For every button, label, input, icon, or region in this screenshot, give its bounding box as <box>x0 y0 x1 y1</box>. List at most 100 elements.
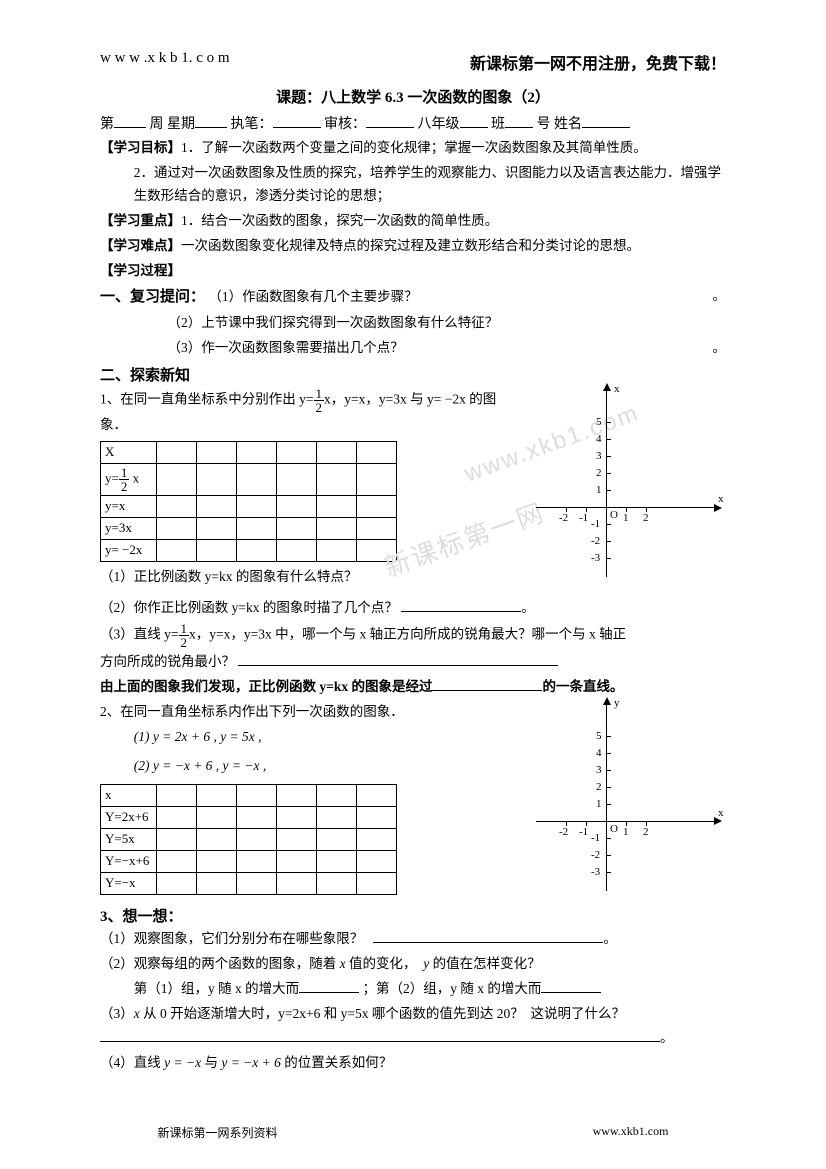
tick-label: -3 <box>591 552 600 564</box>
sec3-q4: （4）直线 y = −x 与 y = −x + 6 的位置关系如何？ <box>100 1052 726 1075</box>
tick-label: 1 <box>623 512 629 524</box>
coord-system-1: x x O 1 2 3 4 5 -1 -2 -3 1 2 -1 -2 <box>526 387 726 587</box>
sec1-q2: （2）上节课中我们探究得到一次函数图象有什么特征？ <box>100 312 726 335</box>
page-header: w w w .x k b 1. c o m 新课标第一网不用注册，免费下载！ <box>100 50 726 74</box>
tick-label: 3 <box>596 450 602 462</box>
tick-label: -2 <box>591 535 600 547</box>
form-grade: 八年级 <box>418 117 460 132</box>
sec2-q3c: 方向所成的锐角最小？ <box>100 654 235 669</box>
sec1-q3: （3）作一次函数图象需要描出几个点？ <box>168 340 404 355</box>
tick-label: -1 <box>591 832 600 844</box>
tick-label: -2 <box>559 826 568 838</box>
form-class: 班 <box>491 117 505 132</box>
sec2-eq1: (1) y = 2x + 6 , y = 5x , <box>100 726 516 749</box>
axis1-origin: O <box>610 509 618 521</box>
footer-right: www.xkb1.com <box>593 1124 669 1141</box>
sec3-q2b-a: 第（1）组，y 随 x 的增大而 <box>134 981 299 996</box>
sec2-q3c-row: 方向所成的锐角最小？ <box>100 651 726 674</box>
punct: 。 <box>713 337 727 360</box>
t1-r4: y= −2x <box>101 539 157 561</box>
form-check: 审核： <box>324 117 366 132</box>
sec2-boldline: 由上面的图象我们发现，正比例函数 y=kx 的图象是经过 的一条直线。 <box>100 676 726 699</box>
page-footer: 新课标第一网系列资料 www.xkb1.com <box>0 1124 826 1141</box>
sec2-q3b: x，y=x，y=3x 中，哪一个与 x 轴正方向所成的锐角最大？哪一个与 x 轴… <box>189 626 626 641</box>
t2-r3: Y=−x+6 <box>101 850 157 872</box>
sec1-q1: （1）作函数图象有几个主要步骤？ <box>208 289 417 304</box>
tick-label: 3 <box>596 764 602 776</box>
goal-1: 1．了解一次函数两个变量之间的变化规律；掌握一次函数图象及其简单性质。 <box>181 140 647 155</box>
sec3-q2b-row: 第（1）组，y 随 x 的增大而 ；第（2）组，y 随 x 的增大而 <box>100 978 726 1001</box>
goal-2: 2．通过对一次函数图象及性质的探究，培养学生的观察能力、识图能力以及语言表达能力… <box>100 162 726 208</box>
focus-block: 【学习重点】1．结合一次函数的图象，探究一次函数的简单性质。 <box>100 210 726 233</box>
t2-r2: Y=5x <box>101 828 157 850</box>
table-1: X y=12 x y=x y=3x y= −2x <box>100 441 397 562</box>
goals-block: 【学习目标】1．了解一次函数两个变量之间的变化规律；掌握一次函数图象及其简单性质… <box>100 137 726 160</box>
sec2-eq2: (2) y = −x + 6 , y = −x , <box>100 755 516 778</box>
axis2-xlabel: x <box>718 807 724 819</box>
t2-r1: Y=2x+6 <box>101 806 157 828</box>
t2-r4: Y=−x <box>101 872 157 894</box>
axis1-ylabel: x <box>614 383 620 395</box>
tick-label: -1 <box>579 512 588 524</box>
sec1-title: 一、复习提问： <box>100 289 205 305</box>
hard-text: 一次函数图象变化规律及特点的探究过程及建立数形结合和分类讨论的思想。 <box>181 238 640 253</box>
sec3-q2: （2）观察每组的两个函数的图象，随着 x 值的变化， y 的值在怎样变化？ <box>100 953 726 976</box>
sec2-title: 二、探索新知 <box>100 364 726 385</box>
focus-label: 【学习重点】 <box>100 213 181 228</box>
sec2-bold-a: 由上面的图象我们发现，正比例函数 y=kx 的图象是经过 <box>100 679 432 694</box>
form-prefix: 第 <box>100 117 114 132</box>
t2-r0: x <box>101 784 157 806</box>
tick-label: -1 <box>579 826 588 838</box>
sec3-q3-line: 。 <box>100 1027 726 1050</box>
sec2-q1: （1）正比例函数 y=kx 的图象有什么特点？ <box>100 566 516 589</box>
punct: 。 <box>713 285 727 308</box>
t1-r2: y=x <box>101 495 157 517</box>
axis2-origin: O <box>610 823 618 835</box>
table-2: x Y=2x+6 Y=5x Y=−x+6 Y=−x <box>100 784 397 895</box>
tick-label: 4 <box>596 747 602 759</box>
form-line: 第 周 星期 执笔： 审核： 八年级 班 号 姓名 <box>100 113 726 133</box>
header-banner: 新课标第一网不用注册，免费下载！ <box>470 50 726 74</box>
sec2-bold-b: 的一条直线。 <box>542 679 623 694</box>
coord-system-2: y x O 1 2 3 4 5 -1 -2 -3 1 2 -1 -2 <box>526 701 726 901</box>
t1-r3: y=3x <box>101 517 157 539</box>
t1-r1: y=12 x <box>101 463 157 495</box>
tick-label: 2 <box>643 512 649 524</box>
tick-label: 5 <box>596 416 602 428</box>
page-title: 课题：八上数学 6.3 一次函数的图象（2） <box>100 86 726 107</box>
sec2-p1: 1、在同一直角坐标系中分别作出 y=12x，y=x，y=3x 与 y= −2x … <box>100 387 516 437</box>
process-label: 【学习过程】 <box>100 260 726 283</box>
sec1-q3-row: （3）作一次函数图象需要描出几个点？ 。 <box>100 337 726 360</box>
sec3-q3: （3）x 从 0 开始逐渐增大时，y=2x+6 和 y=5x 哪个函数的值先到达… <box>100 1003 726 1026</box>
tick-label: 5 <box>596 730 602 742</box>
goals-label: 【学习目标】 <box>100 140 181 155</box>
tick-label: 2 <box>596 781 602 793</box>
header-url: w w w .x k b 1. c o m <box>100 50 230 74</box>
tick-label: -3 <box>591 866 600 878</box>
tick-label: 4 <box>596 433 602 445</box>
hard-label: 【学习难点】 <box>100 238 181 253</box>
form-pen: 执笔： <box>231 117 273 132</box>
form-week: 周 星期 <box>150 117 196 132</box>
tick-label: -2 <box>591 849 600 861</box>
sec3-q2b-b: ；第（2）组，y 随 x 的增大而 <box>363 981 542 996</box>
form-no: 号 姓名 <box>537 117 583 132</box>
t1-r0: X <box>101 441 157 463</box>
hard-block: 【学习难点】一次函数图象变化规律及特点的探究过程及建立数形结合和分类讨论的思想。 <box>100 235 726 258</box>
sec2-q2-row: （2）你作正比例函数 y=kx 的图象时描了几个点？ 。 <box>100 597 726 620</box>
sec2-q3a: （3）直线 y= <box>100 626 179 641</box>
tick-label: 1 <box>596 798 602 810</box>
tick-label: 1 <box>623 826 629 838</box>
sec3-title: 3、想一想： <box>100 905 726 926</box>
sec2-row2: 2、在同一直角坐标系内作出下列一次函数的图象． (1) y = 2x + 6 ,… <box>100 701 726 901</box>
focus-text: 1．结合一次函数的图象，探究一次函数的简单性质。 <box>181 213 498 228</box>
tick-label: -1 <box>591 518 600 530</box>
sec3-q1: （1）观察图象，它们分别分布在哪些象限？ <box>100 931 363 946</box>
footer-left: 新课标第一网系列资料 <box>158 1124 278 1141</box>
sec2-q3-row: （3）直线 y=12x，y=x，y=3x 中，哪一个与 x 轴正方向所成的锐角最… <box>100 622 726 649</box>
tick-label: -2 <box>559 512 568 524</box>
axis1-xlabel: x <box>718 493 724 505</box>
sec2-p2: 2、在同一直角坐标系内作出下列一次函数的图象． <box>100 701 516 724</box>
tick-label: 2 <box>643 826 649 838</box>
sec2-q2: （2）你作正比例函数 y=kx 的图象时描了几个点？ <box>100 600 398 615</box>
